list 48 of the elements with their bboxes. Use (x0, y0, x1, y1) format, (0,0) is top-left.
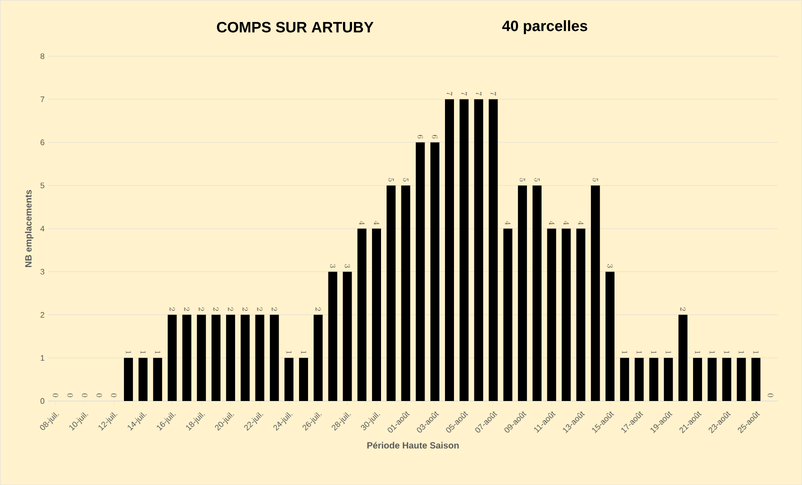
bar (460, 99, 469, 401)
bar (270, 314, 279, 401)
bar (736, 358, 746, 401)
bar (547, 228, 556, 401)
chart-title: COMPS SUR ARTUBY (216, 22, 374, 32)
bar (444, 99, 454, 401)
bar (430, 142, 440, 401)
bar (488, 99, 498, 401)
bar (634, 358, 644, 401)
bar (153, 358, 162, 401)
bar (532, 185, 542, 401)
y-axis-title: NB emplacements (24, 190, 34, 267)
bar (474, 99, 484, 401)
bar (386, 185, 396, 401)
bar (708, 358, 717, 401)
bar (518, 185, 527, 401)
bar (576, 228, 586, 401)
chart-subtitle: 40 parcelles (502, 20, 588, 34)
bar (693, 358, 702, 401)
bar (372, 228, 382, 401)
bar (401, 185, 410, 401)
x-axis-title: Période Haute Saison (367, 442, 459, 448)
bar (168, 314, 177, 401)
bar (620, 358, 630, 401)
bar (212, 314, 220, 401)
bar (138, 358, 148, 401)
bar (226, 314, 236, 401)
bar (416, 142, 425, 401)
bar (182, 314, 192, 401)
bar (722, 358, 732, 401)
bar (196, 314, 206, 401)
bar (357, 228, 366, 401)
bar (606, 272, 614, 401)
bar (678, 314, 688, 401)
bar (562, 228, 571, 401)
bar (240, 314, 250, 401)
bar (751, 358, 760, 401)
bar (255, 314, 264, 401)
bar (299, 358, 308, 401)
bar (284, 358, 294, 401)
bar (328, 272, 338, 401)
bar (664, 358, 673, 401)
bar (503, 228, 512, 401)
bar (649, 358, 658, 401)
bar (124, 358, 133, 401)
bar (314, 314, 323, 401)
bar (590, 185, 600, 401)
bar (342, 272, 352, 401)
